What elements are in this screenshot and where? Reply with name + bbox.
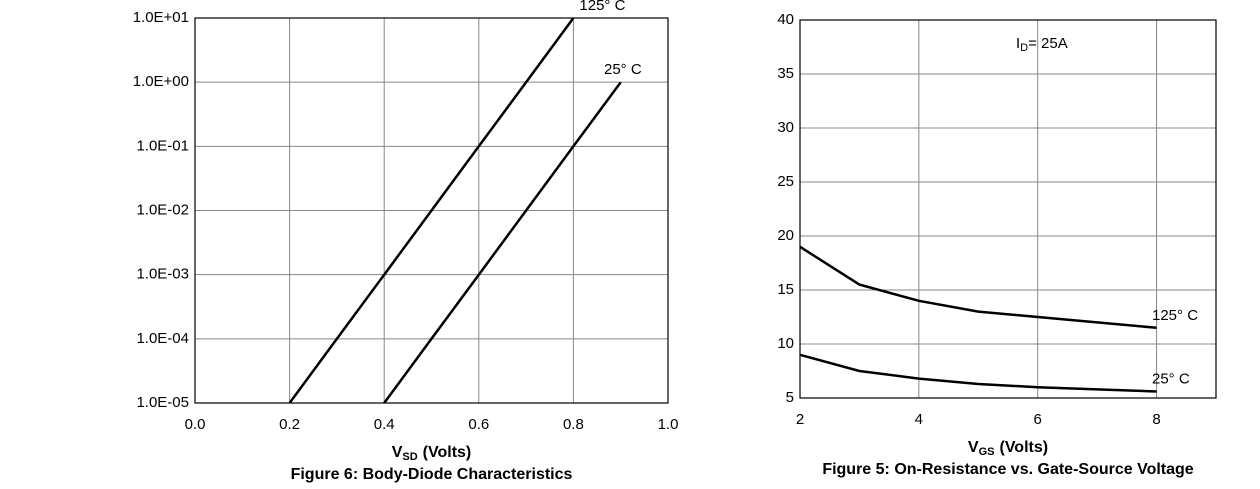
annotation-symbol: I [1016,35,1020,52]
x-axis-label: VGS (Volts) [968,439,1048,458]
series-line [799,245,1157,330]
x-tick-label: 6 [1034,411,1042,428]
x-tick-label: 0.4 [374,416,395,433]
annotation-subscript: D [1020,42,1028,54]
x-tick-label: 1.0 [658,416,679,433]
x-axis-label: VSD (Volts) [392,444,472,463]
series-line [288,17,575,404]
x-axis-unit: (Volts) [423,444,472,461]
y-tick-label: 35 [777,65,794,82]
x-tick-label: 0.0 [185,416,206,433]
x-axis-subscript: GS [979,446,995,458]
chart-title: Figure 5: On-Resistance vs. Gate-Source … [822,461,1193,478]
chart: 5 10 15 20 25 30 35 40 2 4 6 8 VGS (Volts) Figure 5: O… [777,11,1217,478]
x-axis-unit: (Volts) [999,439,1048,456]
chart: 1.0E-05 1.0E-04 1.0E-03 1.0E-02 1.0E-01 1.0E+… [133,0,679,483]
x-axis-subscript: SD [402,451,417,463]
y-tick-label: 1.0E-03 [136,266,189,283]
series-label: 25° C [1152,370,1190,387]
chart-title: Figure 6: Body-Diode Characteristics [291,466,573,483]
series-line [383,81,622,404]
y-tick-label: 1.0E-02 [136,201,189,218]
y-tick-label: 20 [777,227,794,244]
annotation-text: = 25A [1028,35,1068,52]
plot-frame [799,19,1217,399]
series-label: 125° C [579,0,625,14]
annotation: ID= 25A [1016,35,1068,54]
y-tick-label: 1.0E-01 [136,137,189,154]
series-line [799,353,1157,393]
x-tick-label: 8 [1152,411,1160,428]
x-axis-symbol: V [392,444,403,461]
x-axis-symbol: V [968,439,979,456]
y-tick-label: 1.0E+01 [133,9,189,26]
x-tick-label: 0.2 [279,416,300,433]
y-tick-label: 15 [777,281,794,298]
y-tick-label: 30 [777,119,794,136]
x-tick-label: 4 [915,411,923,428]
x-tick-label: 2 [796,411,804,428]
x-tick-label: 0.6 [468,416,489,433]
x-tick-label: 0.8 [563,416,584,433]
y-tick-label: 1.0E+00 [133,73,189,90]
series-label: 25° C [604,61,642,78]
plot-frame [194,17,669,404]
y-tick-label: 25 [777,173,794,190]
y-tick-label: 10 [777,335,794,352]
series-label: 125° C [1152,307,1198,324]
y-tick-label: 1.0E-04 [136,330,189,347]
y-tick-label: 5 [786,389,794,406]
y-tick-label: 1.0E-05 [136,394,189,411]
y-tick-label: 40 [777,11,794,28]
